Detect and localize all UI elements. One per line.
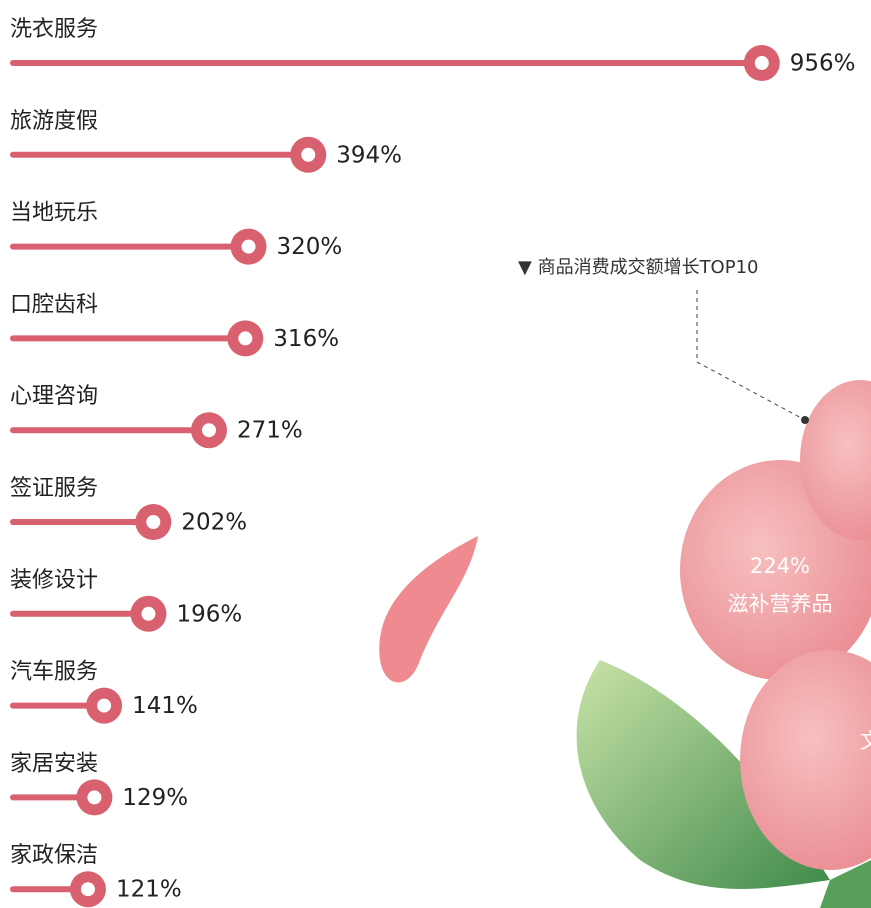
value-label: 316% <box>273 326 339 352</box>
bar <box>10 611 148 617</box>
bar <box>10 60 762 66</box>
petal-value: 224% <box>750 554 810 578</box>
bar-icon-glyph <box>301 148 315 162</box>
value-label: 956% <box>790 51 856 77</box>
value-label: 141% <box>132 693 198 719</box>
value-label: 320% <box>277 234 343 260</box>
bar <box>10 427 209 433</box>
petal-label: 滋补营养品 <box>728 592 833 616</box>
bar-icon-glyph <box>202 423 216 437</box>
category-label: 家政保洁 <box>10 843 98 868</box>
category-label: 口腔齿科 <box>10 292 98 317</box>
value-label: 394% <box>336 142 402 168</box>
value-label: 121% <box>116 877 182 903</box>
category-label: 装修设计 <box>10 568 98 593</box>
value-label: 271% <box>237 418 303 444</box>
category-label: 当地玩乐 <box>10 201 98 226</box>
bar <box>10 244 249 250</box>
category-label: 旅游度假 <box>10 109 98 134</box>
bar-icon-glyph <box>87 790 101 804</box>
bar <box>10 519 153 525</box>
category-label: 汽车服务 <box>10 660 98 685</box>
bar <box>10 152 308 158</box>
petal-label: 文 <box>860 729 871 753</box>
annotation: ▼ 商品消费成交额增长TOP10 <box>518 257 759 278</box>
category-label: 签证服务 <box>10 476 98 501</box>
value-label: 196% <box>176 601 242 627</box>
category-label: 家居安装 <box>10 751 98 776</box>
bar <box>10 335 245 341</box>
bar-icon-glyph <box>755 56 769 70</box>
category-label: 洗衣服务 <box>10 17 98 42</box>
value-label: 202% <box>181 510 247 536</box>
bar-icon-glyph <box>97 699 111 713</box>
bar-icon-glyph <box>141 607 155 621</box>
bar-icon-glyph <box>242 240 256 254</box>
value-label: 129% <box>122 785 188 811</box>
bar-icon-glyph <box>81 882 95 896</box>
bar-icon-glyph <box>146 515 160 529</box>
bar-icon-glyph <box>238 331 252 345</box>
category-label: 心理咨询 <box>10 384 98 409</box>
chart: ▼ 商品消费成交额增长TOP10 224% 滋补营养品 文 洗衣服务 956% 旅游… <box>0 0 871 908</box>
